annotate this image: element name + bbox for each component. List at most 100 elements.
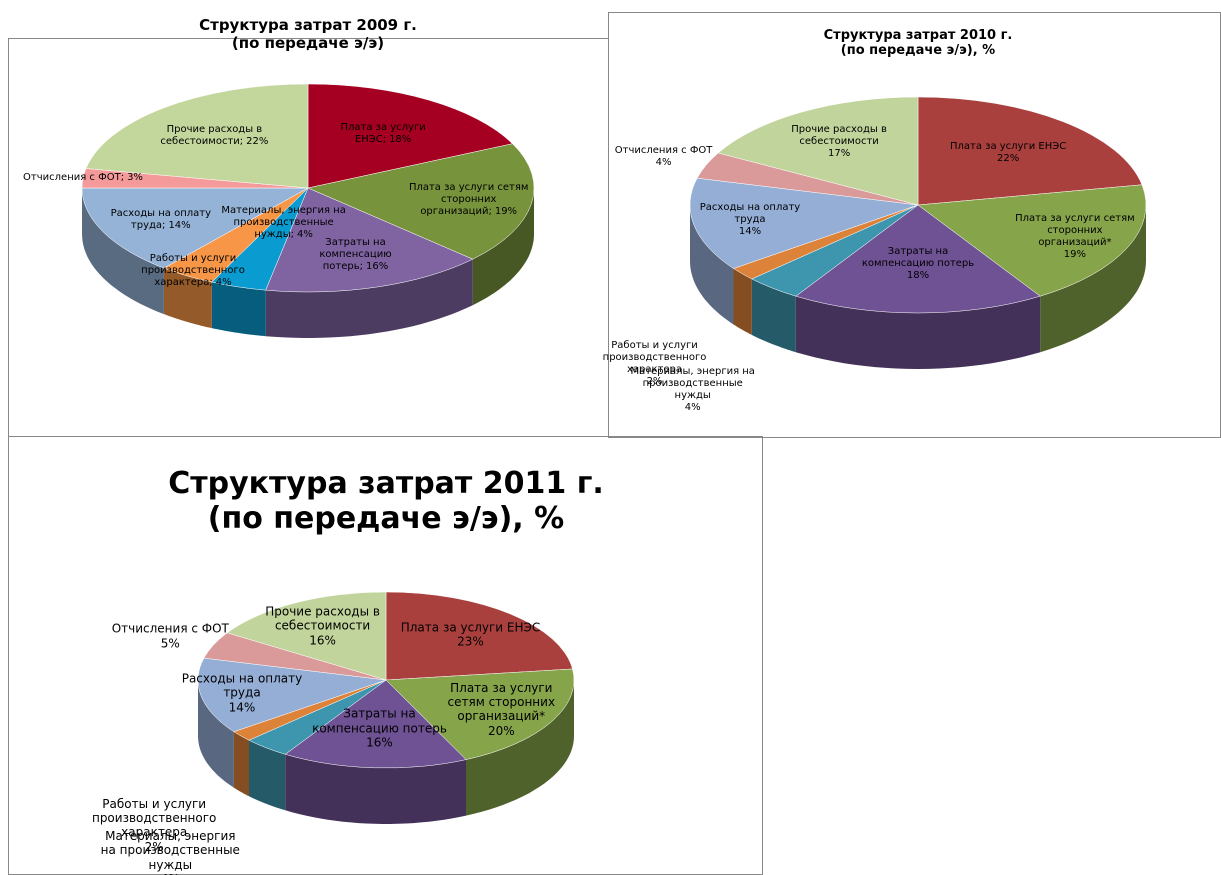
slice (307, 143, 535, 260)
slice-side (82, 188, 164, 315)
slice (689, 177, 919, 269)
slice (85, 83, 309, 189)
chart-title: Структура затрат 2010 г. (по передаче э/… (823, 28, 1013, 58)
label-category: Расходы на оплату труда (181, 671, 303, 700)
data-label: Работы и услуги производственного характ… (590, 340, 720, 388)
data-label: Плата за услуги сетям сторонних организа… (404, 182, 534, 218)
data-label: Затраты на компенсацию потерь 18% (853, 246, 983, 282)
slice-side (690, 205, 734, 325)
label-value: 23% (457, 635, 484, 650)
label-value: 2% (144, 840, 164, 855)
label-category: Работы и услуги производственного характ… (602, 340, 707, 376)
label-category: Работы и услуги производственного характ… (91, 796, 217, 840)
label-value: 14% (168, 219, 191, 231)
data-label: Отчисления с ФОТ 4% (599, 145, 729, 169)
label-category: Плата за услуги ЕНЭС; (340, 121, 426, 145)
label-category: Отчисления с ФОТ (614, 145, 713, 157)
label-category: Расходы на оплату труда (699, 202, 801, 226)
data-label: Плата за услуги ЕНЭС; 18% (318, 122, 448, 146)
data-label: Расходы на оплату труда 14% (172, 671, 312, 714)
slice-side (163, 268, 212, 329)
label-category: Затраты на компенсацию потерь; (319, 237, 392, 273)
data-label: Отчисления с ФОТ 5% (100, 622, 240, 651)
data-label: Затраты на компенсацию потерь 16% (310, 707, 450, 750)
data-label: Отчисления с ФОТ; 3% (18, 172, 148, 184)
label-category: Затраты на компенсацию потерь (312, 706, 447, 736)
data-label: Плата за услуги сетям сторонних организа… (431, 681, 571, 739)
label-category: Плата за услуги сетям сторонних организа… (447, 680, 556, 724)
slice (385, 668, 575, 760)
label-value: 20% (487, 724, 515, 739)
label-category: Материалы, энергия на производственные н… (100, 829, 240, 872)
label-category: Прочие расходы в себестоимости; (160, 123, 263, 147)
data-label: Материалы, энергия на производственные н… (219, 205, 349, 241)
label-category: Отчисления с ФОТ (111, 621, 229, 636)
slice (226, 591, 387, 681)
label-value: 4% (684, 402, 701, 413)
slice-side (795, 296, 1041, 369)
data-label: Затраты на компенсацию потерь; 16% (291, 237, 421, 273)
label-value: 16% (366, 735, 393, 750)
label-value: 17% (827, 147, 851, 159)
label-value: 3% (127, 172, 143, 184)
label-value: 4% (100, 872, 240, 875)
label-value: 22% (996, 153, 1020, 165)
data-label: Плата за услуги ЕНЭС 22% (943, 141, 1073, 165)
data-label: Расходы на оплату труда 14% (685, 202, 815, 238)
label-category: Материалы, энергия на производственные н… (221, 204, 346, 240)
label-value: 4% (296, 228, 313, 240)
label-value: 16% (309, 633, 336, 648)
chart-title: Структура затрат 2009 г. (по передаче э/… (199, 16, 417, 52)
data-label: Работы и услуги производственного характ… (84, 797, 224, 855)
slice (81, 187, 309, 269)
label-category: Расходы на оплату труда; (110, 207, 212, 231)
slice (385, 591, 573, 681)
label-value: 5% (160, 636, 180, 651)
label-category: Плата за услуги сетям сторонних организа… (408, 181, 529, 217)
data-label: Плата за услуги ЕНЭС 23% (401, 621, 541, 650)
data-label: Прочие расходы в себестоимости 17% (774, 124, 904, 160)
data-label: Расходы на оплату труда; 14% (96, 208, 226, 232)
slice (265, 187, 474, 293)
slice (917, 184, 1147, 297)
label-value: 19% (1063, 249, 1086, 261)
label-value: 14% (738, 226, 762, 238)
slice-side (466, 680, 574, 816)
label-value: 19% (494, 205, 518, 217)
label-category: Работы и услуги производственного характ… (141, 253, 245, 289)
label-category: Прочие расходы в себестоимости (791, 123, 887, 147)
label-category: Плата за услуги ЕНЭС (400, 620, 541, 635)
label-category: Отчисления с ФОТ; (23, 172, 125, 184)
data-label: Прочие расходы в себестоимости 16% (253, 604, 393, 647)
slice (307, 83, 513, 189)
slice (917, 96, 1143, 206)
label-value: 2% (646, 376, 663, 388)
slice-side (265, 259, 473, 338)
label-value: 18% (389, 133, 412, 145)
slice-side (233, 731, 249, 797)
slice-side (211, 282, 266, 337)
label-category: Плата за услуги ЕНЭС (949, 141, 1067, 153)
slice (284, 679, 467, 769)
slice (717, 96, 919, 206)
data-label: Материалы, энергия на производственные н… (628, 366, 758, 414)
label-category: Плата за услуги сетям сторонних организа… (1015, 213, 1135, 249)
data-label: Материалы, энергия на производственные н… (100, 829, 240, 875)
label-value: 22% (246, 135, 269, 147)
label-value: 4% (655, 157, 672, 169)
slice (795, 204, 1041, 314)
label-value: 18% (906, 270, 930, 282)
slice-side (733, 268, 752, 335)
label-category: Материалы, энергия на производственные н… (630, 366, 755, 401)
chart-title: Структура затрат 2011 г. (по передаче э/… (168, 466, 604, 536)
slice-side (472, 188, 534, 306)
label-value: 16% (366, 261, 389, 273)
label-category: Прочие расходы в себестоимости (265, 604, 380, 633)
data-label: Работы и услуги производственного характ… (128, 253, 258, 289)
slice-side (285, 754, 466, 824)
slice-side (249, 740, 286, 811)
slice-side (1040, 205, 1146, 353)
data-label: Плата за услуги сетям сторонних организа… (1010, 213, 1140, 261)
